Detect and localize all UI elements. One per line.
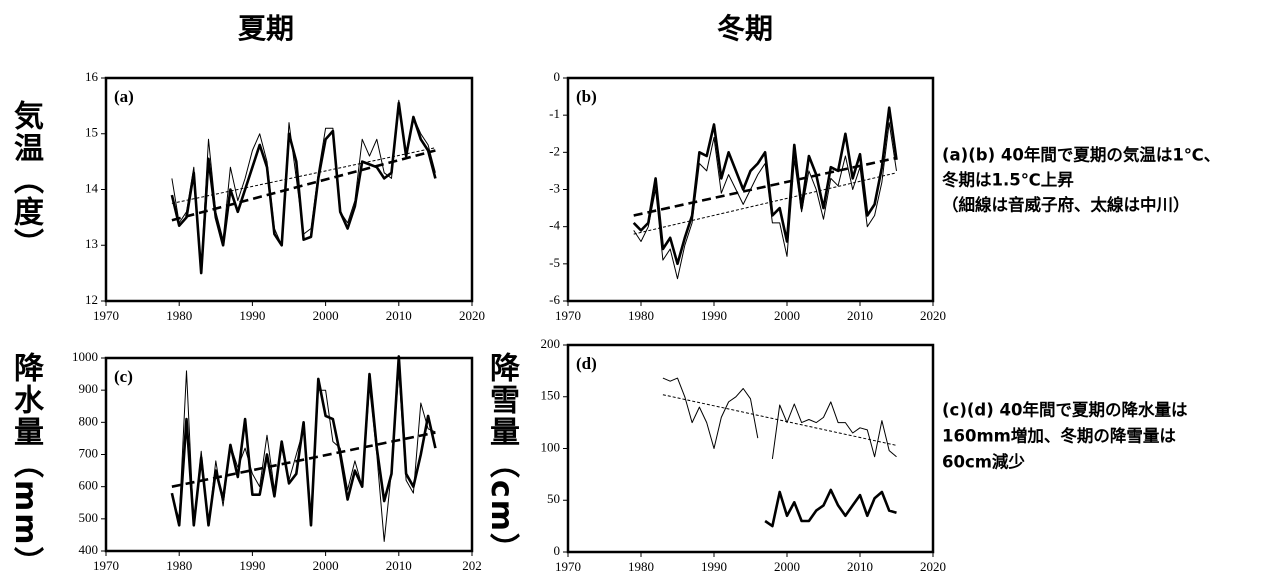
x-tick-label: 1980 [628,308,654,323]
note: （細線は音威子府、太線は中川） [942,195,1190,215]
panel-label: (b) [576,87,597,106]
y-tick-label: 1000 [72,349,98,364]
x-tick-label: 1990 [701,559,727,574]
x-tick-label: 2000 [774,559,800,574]
y-tick-label: 0 [554,69,561,84]
y-tick-label: 200 [541,336,561,351]
note: 160mm増加、冬期の降雪量は [942,426,1176,446]
trend-line [633,172,897,235]
x-tick-label: 1990 [701,308,727,323]
x-tick-label: 2000 [313,308,339,323]
x-tick-label: 1970 [93,558,119,573]
x-tick-label: 2000 [313,558,339,573]
y-tick-label: -5 [549,255,560,270]
x-tick-label: 1980 [166,308,192,323]
data-line [632,106,898,266]
y-tick-label: 16 [85,69,99,84]
panel-label: (d) [576,354,597,373]
data-line [170,101,437,275]
y-tick-label: 800 [79,413,99,428]
y-tick-label: -4 [549,218,560,233]
x-tick-label: 1970 [555,559,581,574]
y-tick-label: -1 [549,106,560,121]
row-label: 降雪量（cm） [484,352,519,566]
x-tick-label: 1990 [239,308,265,323]
x-tick-label: 1990 [239,558,265,573]
data-line [764,488,897,528]
data-line [170,355,437,527]
row-label: 気温（度） [8,100,43,260]
note: 冬期は1.5℃上昇 [942,170,1074,190]
row-label: 降水量（mm） [8,352,43,579]
plot-frame [104,356,474,553]
x-tick-label: 2000 [774,308,800,323]
y-tick-label: 150 [541,388,561,403]
y-tick-label: 900 [79,381,99,396]
y-tick-label: 400 [79,542,99,557]
x-tick-label: 202 [462,558,482,573]
trend-line [633,156,897,217]
x-tick-label: 1980 [166,558,192,573]
column-header: 冬期 [717,12,773,45]
y-tick-label: 12 [85,292,98,307]
note: (a)(b) 40年間で夏期の気温は1℃、 [942,145,1220,165]
y-tick-label: 50 [547,491,560,506]
x-tick-label: 2010 [847,308,873,323]
plot-frame [566,76,935,303]
trend-line [662,394,897,446]
y-tick-label: 600 [79,478,99,493]
column-header: 夏期 [238,12,294,45]
y-tick-label: 0 [554,543,561,558]
x-tick-label: 1970 [93,308,119,323]
panel-label: (a) [114,87,134,106]
x-tick-label: 2010 [386,308,412,323]
y-tick-label: 100 [541,439,561,454]
x-tick-label: 2020 [920,308,946,323]
note: (c)(d) 40年間で夏期の降水量は [942,400,1188,420]
data-line [633,122,897,280]
y-tick-label: 13 [85,236,98,251]
x-tick-label: 2010 [847,559,873,574]
x-tick-label: 1970 [555,308,581,323]
x-tick-label: 2020 [920,559,946,574]
y-tick-label: 500 [79,510,99,525]
y-tick-label: -2 [549,143,560,158]
x-tick-label: 2010 [386,558,412,573]
x-tick-label: 2020 [459,308,485,323]
y-tick-label: 14 [85,180,99,195]
data-line [662,377,897,459]
y-tick-label: -6 [549,292,560,307]
trend-line [171,431,436,488]
trend-line [171,149,436,222]
plot-frame [566,343,935,554]
plot-frame [104,76,474,303]
panel-label: (c) [114,367,133,386]
y-tick-label: 15 [85,125,98,140]
y-tick-label: -3 [549,180,560,195]
y-tick-label: 700 [79,445,99,460]
x-tick-label: 1980 [628,559,654,574]
note: 60cm減少 [942,452,1025,472]
